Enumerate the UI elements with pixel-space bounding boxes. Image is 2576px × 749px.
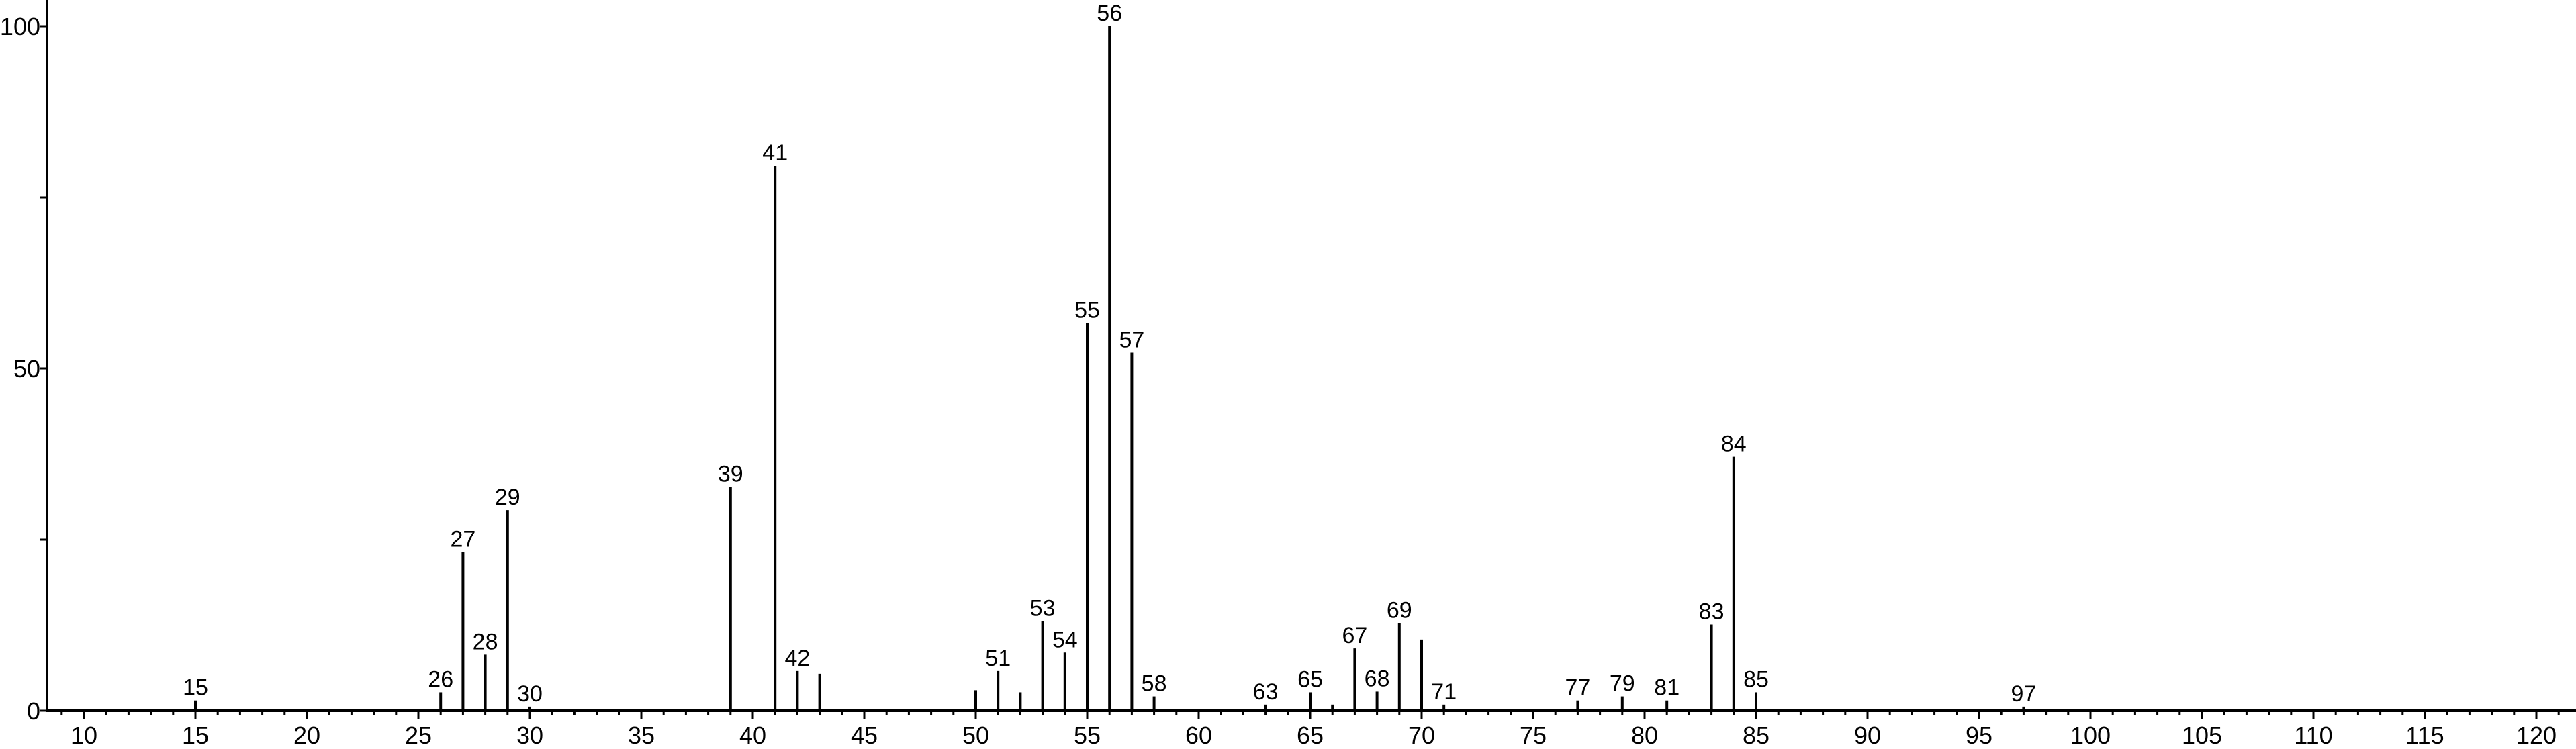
x-tick-label: 55 [1074,721,1101,749]
peak-label-27: 27 [450,526,475,552]
peak-label-81: 81 [1654,675,1680,701]
x-tick-label: 30 [516,721,543,749]
peak-label-69: 69 [1387,597,1412,623]
peak-label-63: 63 [1253,679,1279,705]
peak-label-65: 65 [1297,666,1323,692]
peak-label-53: 53 [1030,595,1056,621]
peak-label-15: 15 [183,675,208,701]
peak-label-30: 30 [517,681,543,707]
peak-label-51: 51 [985,646,1011,671]
peak-label-42: 42 [784,646,810,671]
peak-label-26: 26 [428,666,453,692]
x-tick-label: 70 [1408,721,1435,749]
x-tick-label: 40 [739,721,766,749]
peak-label-71: 71 [1431,679,1457,705]
peak-label-84: 84 [1721,432,1747,457]
peak-label-41: 41 [762,140,788,166]
x-tick-label: 65 [1297,721,1324,749]
peak-label-56: 56 [1097,1,1122,26]
peak-label-28: 28 [473,629,498,654]
peak-label-68: 68 [1365,666,1390,691]
x-tick-label: 60 [1185,721,1212,749]
x-tick-label: 80 [1631,721,1658,749]
peak-label-55: 55 [1074,298,1100,323]
y-ticks: 0 50 100 [0,13,47,725]
peak-label-67: 67 [1342,623,1367,648]
x-tick-label: 90 [1854,721,1881,749]
y-tick-label: 100 [0,13,40,40]
x-tick-label: 120 [2516,721,2557,749]
peak-label-39: 39 [718,461,743,487]
x-tick-label: 85 [1743,721,1769,749]
peak-label-97: 97 [2011,681,2036,707]
peak-label-57: 57 [1119,328,1144,353]
x-tick-label: 100 [2070,721,2111,749]
x-tick-label: 95 [1966,721,1992,749]
y-tick-label: 50 [13,355,40,383]
x-tick-label: 35 [628,721,655,749]
x-tick-label: 50 [962,721,989,749]
peak-label-79: 79 [1610,671,1635,697]
peak-label-54: 54 [1052,627,1078,652]
peak-label-29: 29 [495,485,520,510]
y-tick-label: 0 [27,697,40,725]
peak-label-77: 77 [1565,675,1590,701]
x-tick-label: 115 [2405,721,2444,749]
x-tick-label: 105 [2182,721,2222,749]
peak-label-83: 83 [1699,599,1724,624]
x-tick-label: 110 [2294,721,2332,749]
x-tick-label: 45 [851,721,878,749]
peak-label-85: 85 [1743,666,1769,692]
x-tick-label: 20 [293,721,320,749]
x-tick-label: 75 [1520,721,1547,749]
x-ticks: 10 15 20 25 30 35 40 45 50 55 60 65 70 75 80 85 90 95 100 1… [60,711,2560,749]
x-tick-label: 15 [182,721,209,749]
peaks: 15 26 27 28 29 30 39 41 42 51 53 54 55 56 57 58 63 65 67 68… [183,1,2036,711]
x-tick-label: 10 [71,721,97,749]
x-tick-label: 25 [405,721,432,749]
peak-label-58: 58 [1142,671,1167,697]
